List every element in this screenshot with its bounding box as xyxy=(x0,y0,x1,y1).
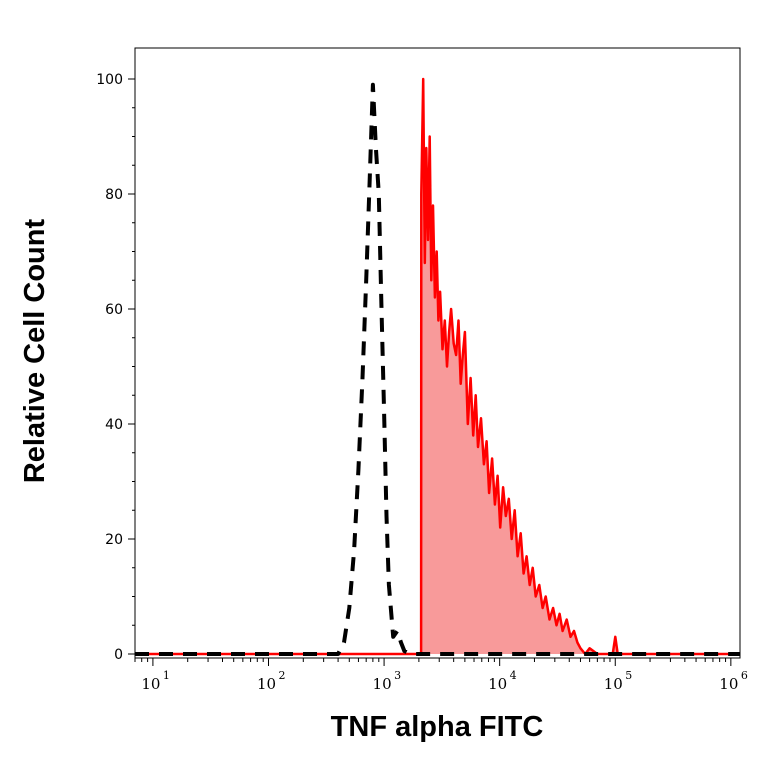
y-tick-label-4: 80 xyxy=(105,187,123,203)
series-1-line xyxy=(135,77,740,656)
y-tick-label-0: 0 xyxy=(114,647,123,663)
series-1-fill xyxy=(135,79,740,654)
x-tick-label-4: 10 xyxy=(604,675,623,693)
x-tick-exp-3: 4 xyxy=(510,669,517,682)
y-tick-label-3: 60 xyxy=(105,302,123,318)
x-tick-label-5: 10 xyxy=(719,675,738,693)
plot-border xyxy=(134,47,741,659)
series-layer xyxy=(135,77,740,656)
x-tick-exp-5: 6 xyxy=(741,669,748,682)
x-tick-label-1: 10 xyxy=(257,675,276,693)
x-axis-title: TNF alpha FITC xyxy=(331,711,544,743)
y-tick-label-1: 20 xyxy=(105,532,123,548)
series-0-line xyxy=(135,82,740,656)
x-tick-label-3: 10 xyxy=(488,675,507,693)
plot-frame xyxy=(134,47,741,659)
y-tick-label-2: 40 xyxy=(105,417,123,433)
x-tick-exp-1: 2 xyxy=(278,669,285,682)
x-tick-exp-4: 5 xyxy=(625,669,632,682)
y-tick-label-5: 100 xyxy=(96,72,123,88)
x-tick-exp-2: 3 xyxy=(394,669,401,682)
x-tick-label-0: 10 xyxy=(141,675,160,693)
x-tick-exp-0: 1 xyxy=(163,669,170,682)
y-axis-title: Relative Cell Count xyxy=(19,219,51,484)
x-tick-label-2: 10 xyxy=(373,675,392,693)
